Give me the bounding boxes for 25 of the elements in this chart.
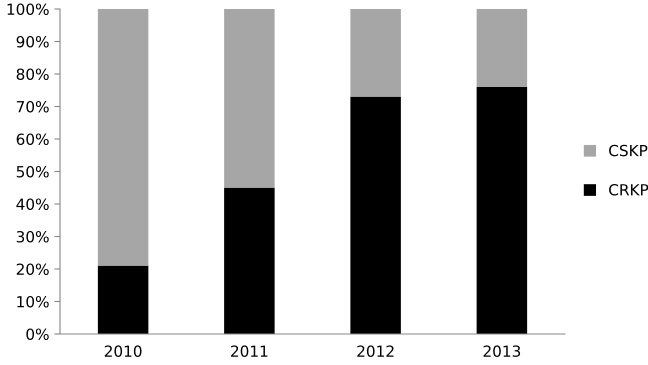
bar	[476, 87, 528, 334]
bar	[98, 266, 148, 334]
x-tick-label: 2010	[104, 345, 142, 357]
legend-label: CRKP	[609, 184, 648, 196]
y-tick-label: 70%	[16, 100, 49, 113]
y-tick-label: 10%	[17, 296, 49, 308]
bar	[224, 188, 275, 334]
y-tick-label: 100%	[8, 3, 49, 16]
y-tick-label: 20%	[16, 263, 49, 276]
bar	[224, 9, 275, 188]
y-tick-label: 50%	[16, 166, 49, 178]
bar	[476, 9, 528, 87]
bar	[350, 9, 401, 97]
x-tick-label: 2013	[484, 345, 520, 357]
y-tick-label: 60%	[16, 133, 49, 146]
x-tick-label: 2012	[357, 345, 394, 357]
bar	[350, 96, 401, 334]
x-tick-label: 2011	[231, 345, 268, 357]
y-tick-label: 40%	[16, 198, 49, 210]
y-tick-label: 30%	[16, 230, 49, 243]
bar	[98, 9, 148, 266]
legend-label: CSKP	[609, 144, 648, 156]
y-tick-label: 90%	[16, 36, 49, 48]
y-tick-label: 0%	[26, 328, 49, 340]
y-tick-label: 80%	[16, 68, 49, 80]
